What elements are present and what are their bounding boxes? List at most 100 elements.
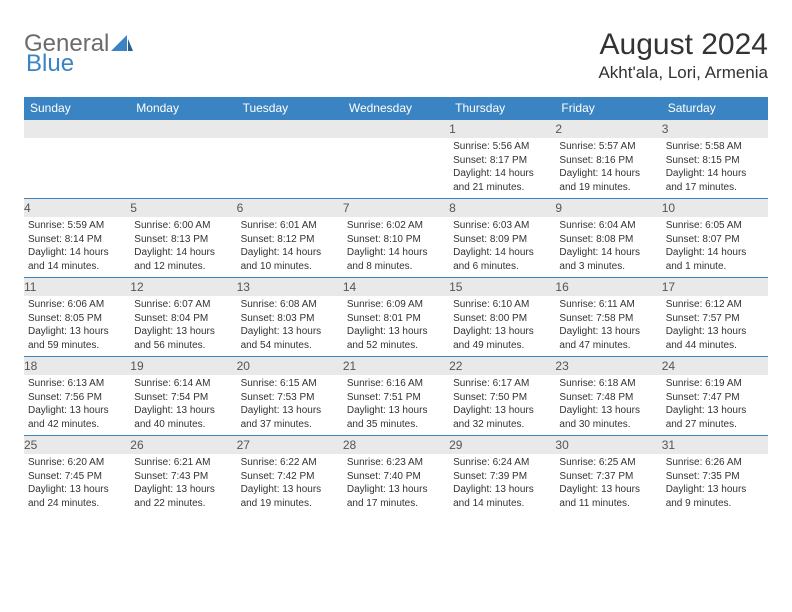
day-cell: Sunrise: 6:17 AMSunset: 7:50 PMDaylight:…: [449, 375, 555, 436]
day-info: Sunrise: 6:22 AMSunset: 7:42 PMDaylight:…: [241, 456, 339, 510]
day-number-row: 123: [24, 120, 768, 139]
day-info: Sunrise: 6:18 AMSunset: 7:48 PMDaylight:…: [559, 377, 657, 431]
day-number: 30: [555, 438, 568, 452]
day-number-cell: 12: [130, 278, 236, 297]
day-number-cell: 6: [237, 199, 343, 218]
day-number-cell: 7: [343, 199, 449, 218]
day-number-cell: 21: [343, 357, 449, 376]
day-number-cell: 30: [555, 436, 661, 455]
day-number: 6: [237, 201, 244, 215]
day-cell: Sunrise: 6:08 AMSunset: 8:03 PMDaylight:…: [237, 296, 343, 357]
day-info: Sunrise: 6:11 AMSunset: 7:58 PMDaylight:…: [559, 298, 657, 352]
day-info: Sunrise: 6:09 AMSunset: 8:01 PMDaylight:…: [347, 298, 445, 352]
day-number: 5: [130, 201, 137, 215]
day-cell: Sunrise: 6:25 AMSunset: 7:37 PMDaylight:…: [555, 454, 661, 514]
day-number-cell: 4: [24, 199, 130, 218]
day-number-cell: 3: [662, 120, 768, 139]
day-number: 14: [343, 280, 356, 294]
day-number: 7: [343, 201, 350, 215]
day-number-cell: 10: [662, 199, 768, 218]
day-info: Sunrise: 6:23 AMSunset: 7:40 PMDaylight:…: [347, 456, 445, 510]
day-number: 9: [555, 201, 562, 215]
day-info-row: Sunrise: 6:06 AMSunset: 8:05 PMDaylight:…: [24, 296, 768, 357]
day-info: Sunrise: 6:21 AMSunset: 7:43 PMDaylight:…: [134, 456, 232, 510]
day-info: Sunrise: 6:10 AMSunset: 8:00 PMDaylight:…: [453, 298, 551, 352]
day-cell: Sunrise: 6:15 AMSunset: 7:53 PMDaylight:…: [237, 375, 343, 436]
day-number: 13: [237, 280, 250, 294]
day-cell: Sunrise: 5:57 AMSunset: 8:16 PMDaylight:…: [555, 138, 661, 199]
day-header: Friday: [555, 97, 661, 120]
day-number-cell: 16: [555, 278, 661, 297]
day-cell: [130, 138, 236, 199]
day-number-cell: 11: [24, 278, 130, 297]
day-cell: [343, 138, 449, 199]
day-cell: Sunrise: 6:20 AMSunset: 7:45 PMDaylight:…: [24, 454, 130, 514]
day-cell: Sunrise: 6:14 AMSunset: 7:54 PMDaylight:…: [130, 375, 236, 436]
day-cell: Sunrise: 6:16 AMSunset: 7:51 PMDaylight:…: [343, 375, 449, 436]
day-number: 27: [237, 438, 250, 452]
day-number: 31: [662, 438, 675, 452]
day-cell: Sunrise: 6:05 AMSunset: 8:07 PMDaylight:…: [662, 217, 768, 278]
calendar-body: 123Sunrise: 5:56 AMSunset: 8:17 PMDaylig…: [24, 120, 768, 515]
day-number-cell: 14: [343, 278, 449, 297]
day-number-cell: 29: [449, 436, 555, 455]
day-info: Sunrise: 6:24 AMSunset: 7:39 PMDaylight:…: [453, 456, 551, 510]
day-cell: Sunrise: 6:11 AMSunset: 7:58 PMDaylight:…: [555, 296, 661, 357]
day-number-row: 4 5 6 7 89 10: [24, 199, 768, 218]
day-info: Sunrise: 6:12 AMSunset: 7:57 PMDaylight:…: [666, 298, 764, 352]
day-number: 17: [662, 280, 675, 294]
day-header: Monday: [130, 97, 236, 120]
day-cell: Sunrise: 6:18 AMSunset: 7:48 PMDaylight:…: [555, 375, 661, 436]
day-header: Sunday: [24, 97, 130, 120]
day-info: Sunrise: 6:15 AMSunset: 7:53 PMDaylight:…: [241, 377, 339, 431]
day-cell: Sunrise: 6:21 AMSunset: 7:43 PMDaylight:…: [130, 454, 236, 514]
day-number: 26: [130, 438, 143, 452]
day-cell: Sunrise: 6:03 AMSunset: 8:09 PMDaylight:…: [449, 217, 555, 278]
day-info: Sunrise: 6:07 AMSunset: 8:04 PMDaylight:…: [134, 298, 232, 352]
day-number-row: 25262728293031: [24, 436, 768, 455]
day-info: Sunrise: 6:06 AMSunset: 8:05 PMDaylight:…: [28, 298, 126, 352]
day-cell: Sunrise: 6:26 AMSunset: 7:35 PMDaylight:…: [662, 454, 768, 514]
day-cell: [24, 138, 130, 199]
day-cell: Sunrise: 6:12 AMSunset: 7:57 PMDaylight:…: [662, 296, 768, 357]
day-number-cell: 23: [555, 357, 661, 376]
day-info: Sunrise: 6:00 AMSunset: 8:13 PMDaylight:…: [134, 219, 232, 273]
day-number: 19: [130, 359, 143, 373]
day-info: Sunrise: 6:20 AMSunset: 7:45 PMDaylight:…: [28, 456, 126, 510]
day-header: Saturday: [662, 97, 768, 120]
day-number-cell: 31: [662, 436, 768, 455]
day-number-cell: [24, 120, 130, 139]
day-info: Sunrise: 6:14 AMSunset: 7:54 PMDaylight:…: [134, 377, 232, 431]
day-number: 3: [662, 122, 669, 136]
day-number: 24: [662, 359, 675, 373]
day-cell: Sunrise: 5:56 AMSunset: 8:17 PMDaylight:…: [449, 138, 555, 199]
day-number-cell: 27: [237, 436, 343, 455]
day-number-cell: 19: [130, 357, 236, 376]
day-header-row: SundayMondayTuesdayWednesdayThursdayFrid…: [24, 97, 768, 120]
day-number-cell: 26: [130, 436, 236, 455]
day-number-cell: 17: [662, 278, 768, 297]
day-cell: Sunrise: 6:13 AMSunset: 7:56 PMDaylight:…: [24, 375, 130, 436]
day-number-cell: 8: [449, 199, 555, 218]
day-number-cell: 9: [555, 199, 661, 218]
page-title: August 2024: [598, 28, 768, 61]
day-cell: Sunrise: 6:22 AMSunset: 7:42 PMDaylight:…: [237, 454, 343, 514]
day-number: 11: [24, 280, 36, 294]
day-cell: Sunrise: 6:06 AMSunset: 8:05 PMDaylight:…: [24, 296, 130, 357]
location-text: Akht'ala, Lori, Armenia: [598, 63, 768, 83]
calendar-table: SundayMondayTuesdayWednesdayThursdayFrid…: [24, 97, 768, 514]
day-cell: Sunrise: 6:23 AMSunset: 7:40 PMDaylight:…: [343, 454, 449, 514]
day-number-cell: 28: [343, 436, 449, 455]
day-number: 4: [24, 201, 31, 215]
day-cell: Sunrise: 6:00 AMSunset: 8:13 PMDaylight:…: [130, 217, 236, 278]
day-info: Sunrise: 6:26 AMSunset: 7:35 PMDaylight:…: [666, 456, 764, 510]
day-cell: Sunrise: 6:04 AMSunset: 8:08 PMDaylight:…: [555, 217, 661, 278]
title-block: August 2024 Akht'ala, Lori, Armenia: [598, 28, 768, 83]
day-info: Sunrise: 5:56 AMSunset: 8:17 PMDaylight:…: [453, 140, 551, 194]
brand-logo: General Blue: [24, 28, 133, 76]
day-cell: Sunrise: 5:59 AMSunset: 8:14 PMDaylight:…: [24, 217, 130, 278]
day-header: Thursday: [449, 97, 555, 120]
day-cell: [237, 138, 343, 199]
day-number: 18: [24, 359, 37, 373]
day-number: 15: [449, 280, 462, 294]
